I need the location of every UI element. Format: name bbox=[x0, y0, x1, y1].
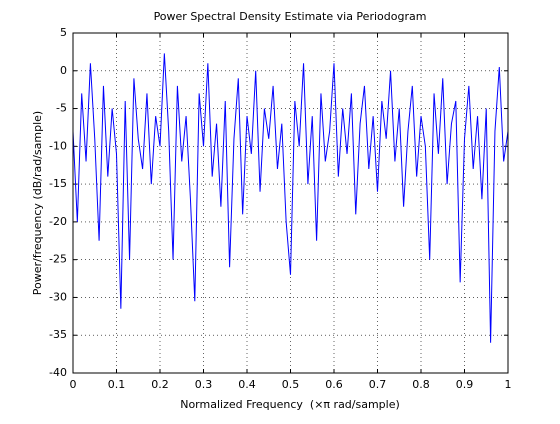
x-tick-label: 0.5 bbox=[282, 378, 300, 391]
y-tick-label: -35 bbox=[49, 328, 67, 341]
axes-box bbox=[72, 32, 509, 374]
x-tick-label: 0.1 bbox=[108, 378, 126, 391]
y-tick-label: -15 bbox=[49, 177, 67, 190]
y-tick-label: 5 bbox=[60, 26, 67, 39]
x-tick-label: 0.3 bbox=[195, 378, 213, 391]
x-tick-label: 0.6 bbox=[325, 378, 343, 391]
x-tick-label: 0 bbox=[70, 378, 77, 391]
y-tick-label: -20 bbox=[49, 215, 67, 228]
y-tick-label: -10 bbox=[49, 139, 67, 152]
x-tick-label: 0.2 bbox=[151, 378, 169, 391]
x-tick-label: 0.7 bbox=[369, 378, 387, 391]
y-tick-label: -25 bbox=[49, 253, 67, 266]
y-tick-label: -30 bbox=[49, 290, 67, 303]
x-tick-label: 0.8 bbox=[412, 378, 430, 391]
x-tick-label: 0.4 bbox=[238, 378, 256, 391]
x-axis-label: Normalized Frequency (×π rad/sample) bbox=[180, 398, 400, 411]
x-tick-label: 1 bbox=[505, 378, 512, 391]
chart-title: Power Spectral Density Estimate via Peri… bbox=[154, 10, 427, 23]
y-tick-label: -5 bbox=[56, 102, 67, 115]
y-tick-label: -40 bbox=[49, 366, 67, 379]
y-axis-label: Power/frequency (dB/rad/sample) bbox=[31, 111, 44, 295]
x-tick-label: 0.9 bbox=[456, 378, 474, 391]
psd-line bbox=[72, 53, 509, 343]
y-tick-label: 0 bbox=[60, 64, 67, 77]
